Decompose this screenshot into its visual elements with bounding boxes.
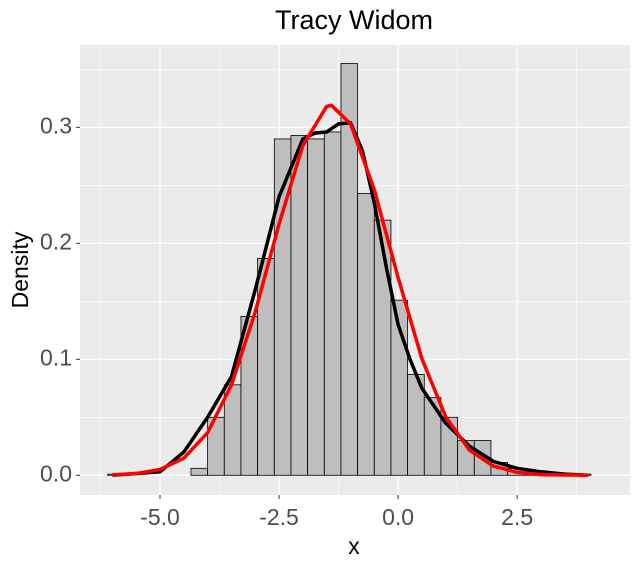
bar <box>290 135 309 476</box>
chart-title: Tracy Widom <box>275 5 433 35</box>
x-tick-label: -2.5 <box>259 504 299 530</box>
y-tick-label: 0.3 <box>40 112 72 138</box>
bar <box>373 219 392 476</box>
bar <box>307 138 325 476</box>
bar <box>423 397 442 476</box>
x-tick-label: 0.0 <box>382 504 414 530</box>
x-tick-label: 2.5 <box>501 504 533 530</box>
x-axis-title: x <box>348 533 360 559</box>
marks <box>107 63 592 478</box>
y-axis-title: Density <box>7 231 33 308</box>
y-tick-label: 0.0 <box>40 460 72 486</box>
bar <box>240 315 259 476</box>
bar <box>357 193 375 476</box>
bar <box>223 384 242 476</box>
bar <box>190 467 209 476</box>
density-curve <box>112 103 589 478</box>
y-tick-label: 0.2 <box>40 228 72 254</box>
bar <box>323 131 342 476</box>
x-tick-label: -5.0 <box>140 504 180 530</box>
y-tick-label: 0.1 <box>40 344 72 370</box>
